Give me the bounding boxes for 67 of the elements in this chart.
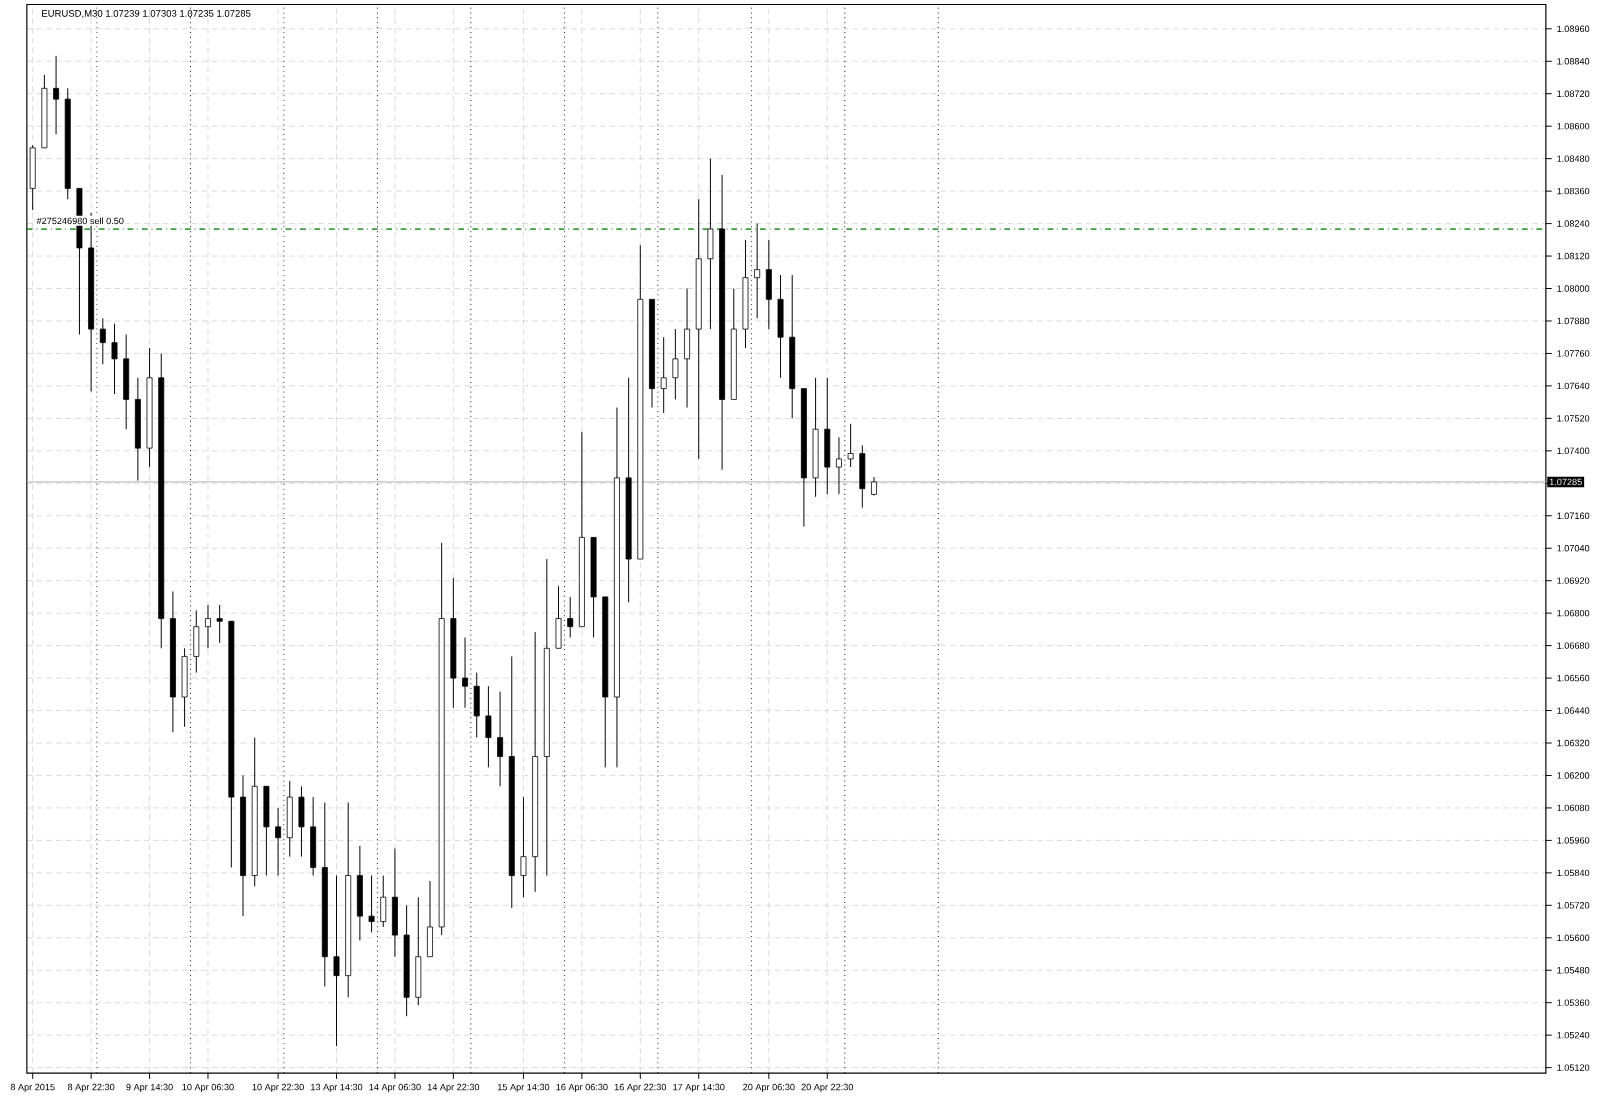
- y-tick-label: 1.07640: [1557, 382, 1590, 389]
- y-tick-label: 1.05360: [1557, 999, 1590, 1006]
- x-tick-label: 20 Apr 06:30: [743, 1083, 795, 1092]
- y-tick-label: 1.05720: [1557, 901, 1590, 909]
- candlestick: [462, 636, 468, 709]
- y-tick-label: 1.06560: [1557, 674, 1590, 682]
- chart-title: EURUSD,M30 1.07239 1.07303 1.07235 1.07285: [42, 9, 251, 18]
- candlestick: [754, 222, 761, 319]
- ref-line-label: 1.07285: [1549, 478, 1582, 485]
- x-tick-label: 14 Apr 06:30: [369, 1083, 421, 1092]
- x-tick-label: 10 Apr 06:30: [182, 1083, 234, 1092]
- x-tick-label: 9 Apr 14:30: [126, 1083, 173, 1092]
- candlestick: [672, 328, 679, 400]
- y-tick-label: 1.08480: [1557, 155, 1590, 162]
- x-tick-label: 10 Apr 22:30: [252, 1083, 304, 1092]
- y-tick-label: 1.07400: [1557, 447, 1590, 454]
- y-tick-label: 1.08960: [1557, 25, 1590, 32]
- y-tick-label: 1.05840: [1557, 869, 1590, 876]
- candlestick: [485, 685, 492, 768]
- x-tick-label: 20 Apr 22:30: [801, 1083, 854, 1092]
- y-tick-label: 1.05960: [1557, 836, 1590, 844]
- y-tick-label: 1.05480: [1557, 966, 1590, 974]
- y-tick-label: 1.08240: [1557, 220, 1590, 227]
- y-tick-label: 1.08120: [1557, 252, 1590, 260]
- y-tick-label: 1.07520: [1557, 414, 1590, 422]
- y-tick-label: 1.05240: [1557, 1031, 1590, 1039]
- y-tick-label: 1.06080: [1557, 804, 1590, 811]
- y-tick-label: 1.08720: [1557, 90, 1590, 97]
- x-tick-label: 16 Apr 06:30: [556, 1083, 608, 1092]
- y-tick-label: 1.06680: [1557, 642, 1590, 649]
- x-tick-label: 13 Apr 14:30: [311, 1083, 363, 1092]
- candlestick: [847, 423, 854, 468]
- y-tick-label: 1.06440: [1557, 707, 1590, 714]
- y-tick-label: 1.05120: [1557, 1064, 1590, 1071]
- candlestick: [520, 796, 527, 898]
- candlestick: [368, 874, 375, 933]
- y-tick-label: 1.06320: [1557, 739, 1590, 747]
- x-tick-label: 17 Apr 14:30: [673, 1083, 725, 1092]
- x-tick-label: 15 Apr 14:30: [498, 1083, 550, 1092]
- y-tick-label: 1.08000: [1557, 285, 1590, 292]
- candlestick: [567, 596, 574, 638]
- candlestick: [53, 55, 60, 135]
- candlestick: [205, 604, 211, 649]
- y-tick-label: 1.07880: [1557, 317, 1590, 324]
- y-tick-label: 1.08840: [1557, 57, 1590, 65]
- y-tick-label: 1.07040: [1557, 544, 1590, 552]
- y-tick-label: 1.06800: [1557, 609, 1590, 617]
- x-tick-label: 16 Apr 22:30: [614, 1083, 667, 1092]
- candlestick: [275, 807, 282, 876]
- ref-line-label: #275246980 sell 0.50: [36, 217, 124, 224]
- candlestick: [660, 336, 667, 414]
- y-tick-label: 1.07760: [1557, 350, 1590, 357]
- candlestick: [99, 317, 106, 365]
- y-tick-label: 1.05600: [1557, 934, 1590, 941]
- x-tick-label: 8 Apr 22:30: [67, 1083, 115, 1092]
- candlestick: [333, 874, 340, 1047]
- y-tick-label: 1.07160: [1557, 512, 1590, 519]
- y-tick-label: 1.08360: [1557, 187, 1590, 195]
- y-tick-label: 1.08600: [1557, 122, 1590, 130]
- x-tick-label: 14 Apr 22:30: [427, 1083, 480, 1092]
- candlestick: [835, 436, 842, 495]
- candlestick: [111, 322, 118, 395]
- x-tick-label: 8 Apr 2015: [10, 1083, 55, 1092]
- y-tick-label: 1.06200: [1557, 772, 1590, 779]
- candlestick: [216, 604, 223, 644]
- candlestick: [497, 690, 504, 787]
- y-tick-label: 1.06920: [1557, 577, 1590, 584]
